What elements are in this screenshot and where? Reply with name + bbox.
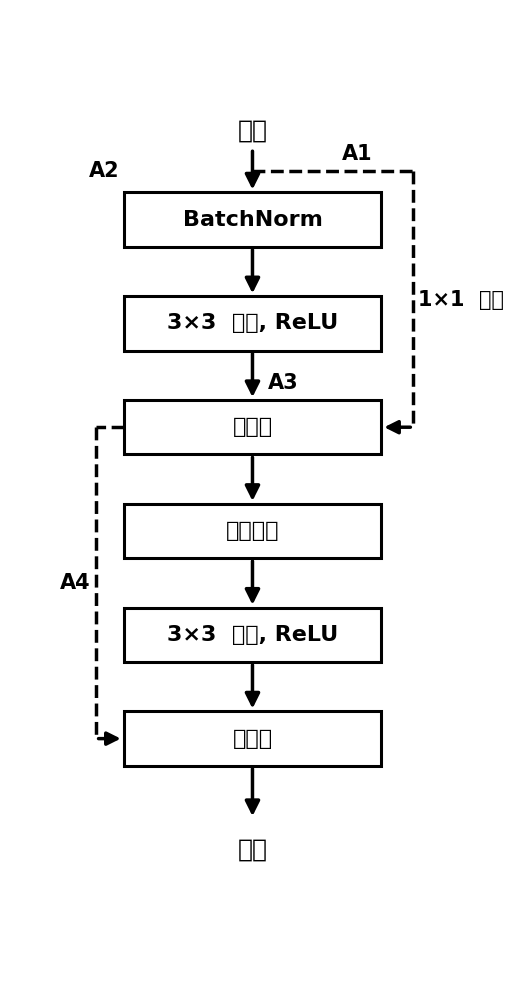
Text: BatchNorm: BatchNorm [183,210,323,229]
Text: 块归一化: 块归一化 [226,521,279,541]
FancyBboxPatch shape [123,711,381,766]
FancyBboxPatch shape [123,504,381,558]
Text: A2: A2 [89,161,120,181]
Text: 输出: 输出 [238,838,267,862]
FancyBboxPatch shape [123,400,381,455]
Text: 1×1  卷积: 1×1 卷积 [418,290,504,310]
Text: 3×3  卷积, ReLU: 3×3 卷积, ReLU [167,625,338,645]
Text: 加融合: 加融合 [232,728,272,749]
Text: A4: A4 [60,573,91,593]
Text: A3: A3 [268,373,299,394]
Text: A1: A1 [342,144,372,163]
FancyBboxPatch shape [123,296,381,350]
FancyBboxPatch shape [123,192,381,247]
Text: 加融合: 加融合 [232,417,272,437]
FancyBboxPatch shape [123,607,381,662]
Text: 3×3  卷积, ReLU: 3×3 卷积, ReLU [167,314,338,334]
Text: 输入: 输入 [238,118,267,143]
